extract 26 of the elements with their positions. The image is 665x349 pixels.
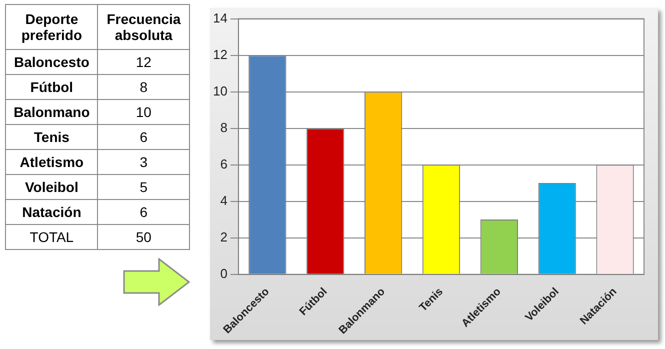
y-tick-label: 14	[212, 10, 228, 26]
text: 10	[98, 100, 190, 124]
text: 50	[98, 224, 190, 250]
category-label: Natación	[6, 200, 98, 224]
text: Deporte preferido	[6, 4, 98, 50]
category-label: Atletismo	[6, 150, 98, 174]
text: 12	[98, 50, 190, 74]
text: Frecuencia absoluta	[98, 4, 190, 50]
y-tick-label: 10	[212, 83, 228, 98]
text: 3	[98, 150, 190, 174]
y-tick-label: 2	[220, 229, 228, 244]
text: 6	[98, 124, 190, 150]
y-tick-label: 0	[220, 266, 228, 281]
text: 5	[98, 174, 190, 200]
y-tick-label: 6	[220, 156, 228, 172]
category-label: Fútbol	[6, 74, 98, 100]
category-label: Tenis	[6, 124, 98, 150]
category-label: Baloncesto	[6, 50, 98, 74]
category-label: Balonmano	[6, 100, 98, 124]
category-label: Voleibol	[6, 174, 98, 200]
text: TOTAL	[6, 224, 98, 250]
y-tick-label: 8	[220, 120, 228, 135]
text: 8	[98, 74, 190, 100]
text: 6	[98, 200, 190, 224]
y-tick-label: 4	[220, 192, 228, 208]
y-tick-label: 12	[212, 46, 228, 62]
